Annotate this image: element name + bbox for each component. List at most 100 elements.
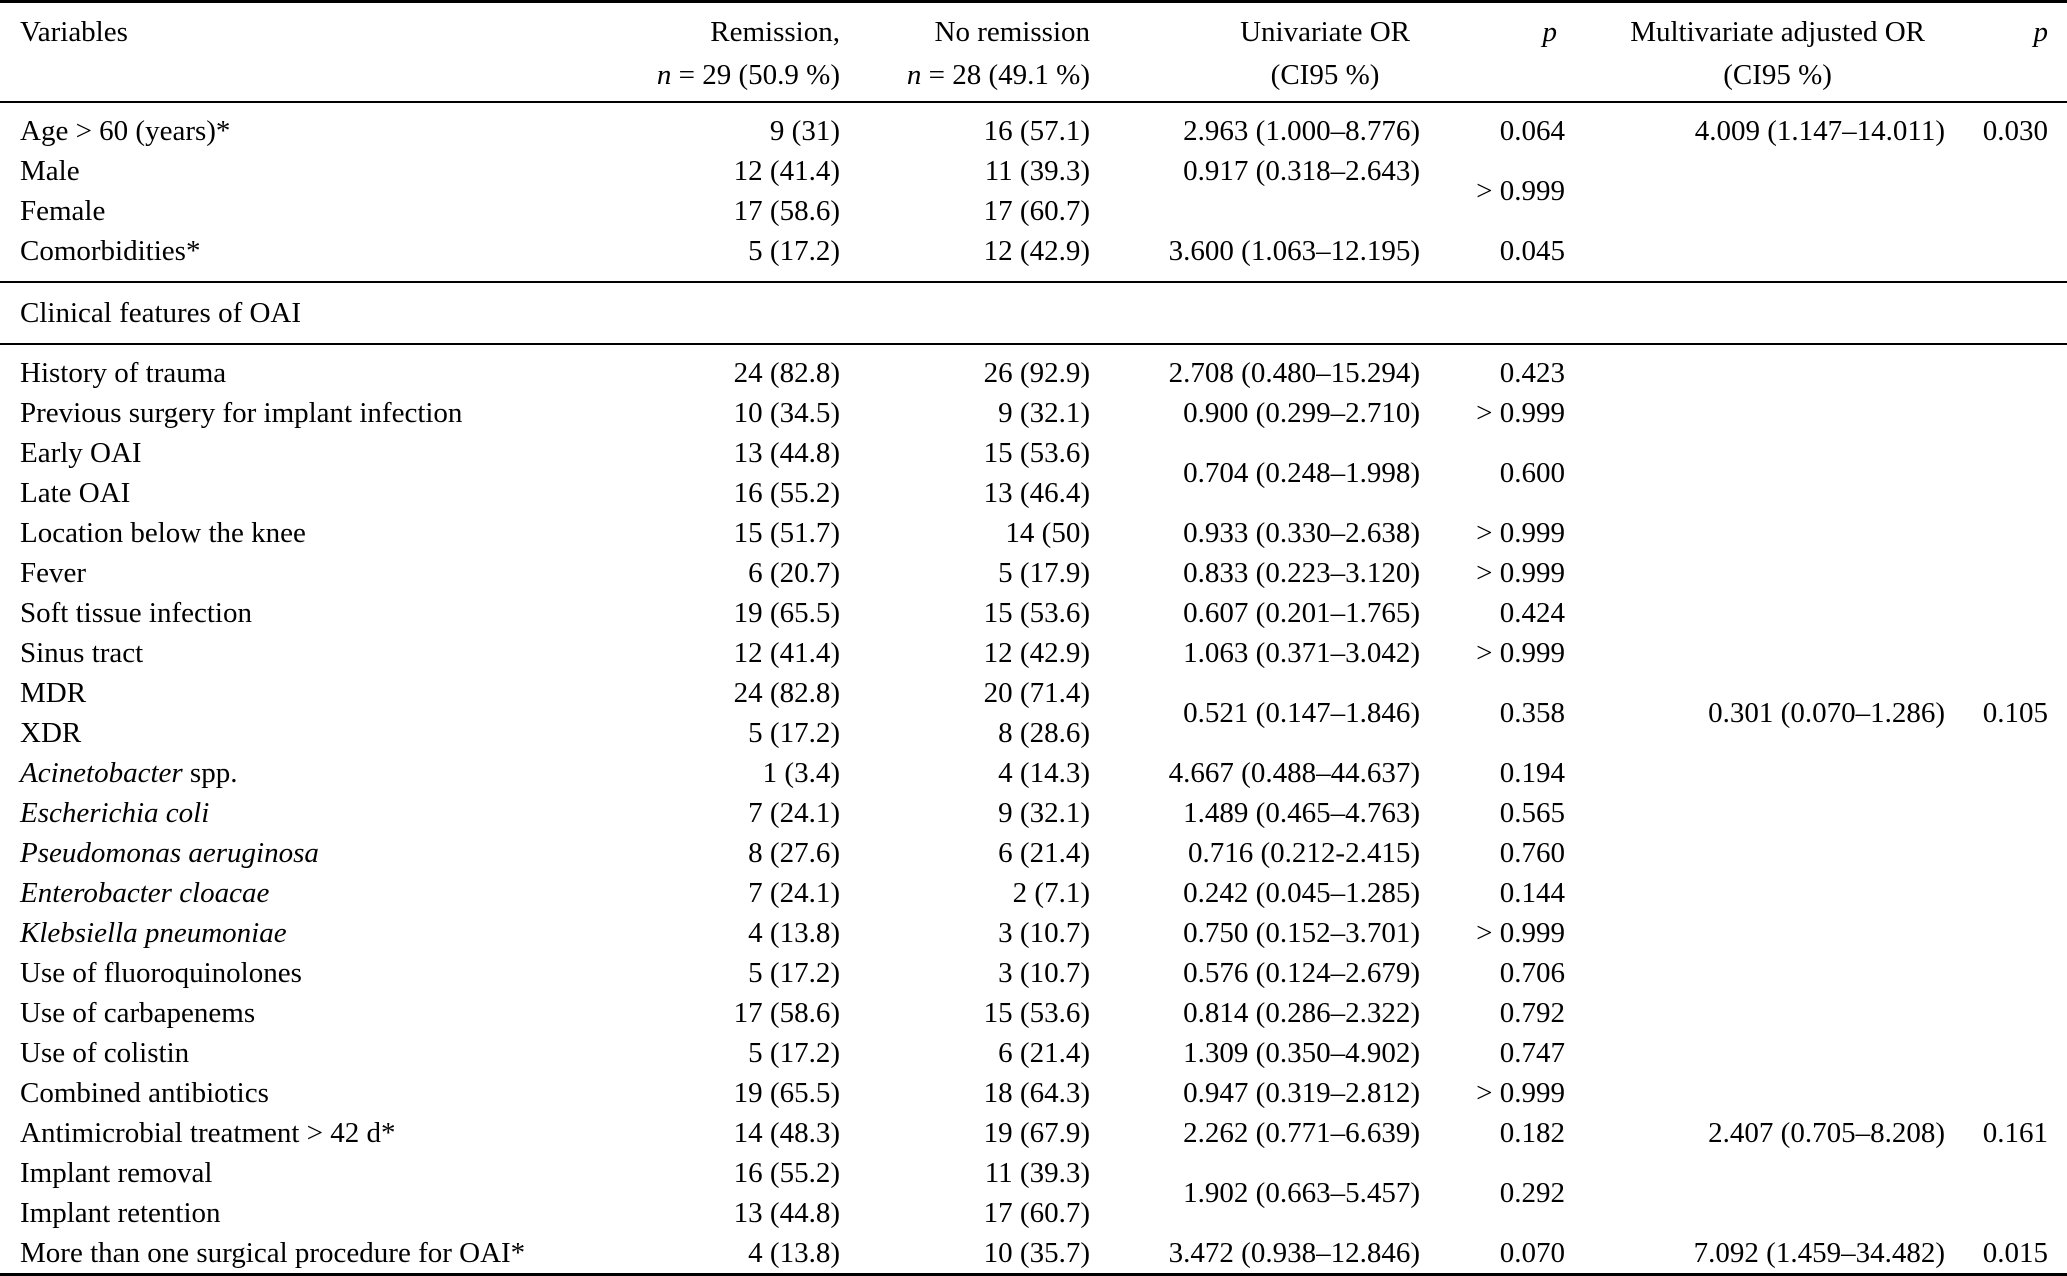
header-univariate-line2: (CI95 %) [1270,59,1380,91]
table-row: Age > 60 (years)* 9 (31) 16 (57.1) 2.963 (1… [0,102,2067,151]
cell-norem: 10 (35.7) [983,1236,1090,1269]
cell-uni: 1.309 (0.350–4.902) [1183,1036,1420,1069]
cell-rem: 15 (51.7) [733,516,840,549]
table-row: Sinus tract 12 (41.4) 12 (42.9) 1.063 (0.37… [0,633,2067,673]
table-row: Comorbidities* 5 (17.2) 12 (42.9) 3.600 (1.… [0,231,2067,282]
cell-uni: 0.704 (0.248–1.998) [1183,456,1420,489]
cell-var: Combined antibiotics [20,1076,269,1109]
table-row: Soft tissue infection 19 (65.5) 15 (53.6) 0… [0,593,2067,633]
cell-norem: 6 (21.4) [998,836,1090,869]
cell-p1: 0.292 [1499,1176,1565,1209]
cell-norem: 9 (32.1) [998,396,1090,429]
cell-p2 [1945,191,2067,231]
cell-rem: 5 (17.2) [748,716,840,749]
header-p-univariate: p [1420,1,1565,103]
cell-norem: 15 (53.6) [983,596,1090,629]
cell-var: Previous surgery for implant infection [20,396,463,429]
cell-multi [1565,1153,1945,1193]
table-row: Location below the knee 15 (51.7) 14 (50) 0… [0,513,2067,553]
cell-p2 [1945,793,2067,833]
cell-rem: 24 (82.8) [733,676,840,709]
header-no-remission: No remission n = 28 (49.1 %) [840,1,1090,103]
section-row: Clinical features of OAI [0,280,2067,345]
cell-norem: 12 (42.9) [983,636,1090,669]
table-row: Implant retention 13 (44.8) 17 (60.7) [0,1193,2067,1233]
table-row: XDR 5 (17.2) 8 (28.6) [0,713,2067,753]
header-no-remission-line1: No remission [934,16,1090,48]
cell-p1: > 0.999 [1476,636,1565,669]
cell-rem: 17 (58.6) [733,996,840,1029]
cell-p2 [1945,433,2067,473]
cell-p1: 0.045 [1499,234,1565,267]
cell-multi [1565,513,1945,553]
cell-norem: 3 (10.7) [998,956,1090,989]
cell-rem: 5 (17.2) [748,234,840,267]
cell-multi [1565,753,1945,793]
cell-p2 [1945,833,2067,873]
header-remission-line1: Remission, [710,16,840,48]
table-row: Klebsiella pneumoniae 4 (13.8) 3 (10.7) 0.7… [0,913,2067,953]
cell-norem: 19 (67.9) [983,1116,1090,1149]
cell-p1: > 0.999 [1476,174,1565,207]
cell-multi [1565,473,1945,513]
cell-uni: 0.576 (0.124–2.679) [1183,956,1420,989]
cell-norem: 17 (60.7) [983,194,1090,227]
cell-multi [1565,833,1945,873]
cell-var: Use of carbapenems [20,996,256,1029]
header-multivariate-line2: (CI95 %) [1723,59,1832,91]
table-row: More than one surgical procedure for OAI… [0,1233,2067,1275]
cell-p1: 0.423 [1499,356,1565,389]
cell-p1: 0.760 [1499,836,1565,869]
cell-norem: 3 (10.7) [998,916,1090,949]
cell-multi [1565,553,1945,593]
cell-rem: 10 (34.5) [733,396,840,429]
cell-uni: 0.947 (0.319–2.812) [1183,1076,1420,1109]
cell-p2: 0.015 [1982,1236,2048,1269]
cell-rem: 8 (27.6) [748,836,840,869]
table-row: Early OAI 13 (44.8) 15 (53.6) 0.704 (0.248–… [0,433,2067,489]
cell-p1: 0.792 [1499,996,1565,1029]
cell-multi [1565,191,1945,231]
cell-p2: 0.105 [1982,696,2048,729]
table-row: Late OAI 16 (55.2) 13 (46.4) [0,473,2067,513]
cell-multi [1565,873,1945,913]
cell-rem: 16 (55.2) [733,1156,840,1189]
cell-uni: 0.242 (0.045–1.285) [1183,876,1420,909]
cell-p1: 0.747 [1499,1036,1565,1069]
cell-var: Escherichia coli [20,796,210,829]
table-row: Pseudomonas aeruginosa 8 (27.6) 6 (21.4) 0.… [0,833,2067,873]
cell-rem: 13 (44.8) [733,1196,840,1229]
header-row: Variables Remission, n = 29 (50.9 %) No … [0,1,2067,103]
cell-var: Enterobacter cloacae [20,876,270,909]
p-symbol: p [2033,16,2049,48]
cell-multi [1565,593,1945,633]
cell-var: Acinetobacter spp. [0,753,600,793]
cell-uni [1090,191,1420,231]
cell-var: Implant retention [20,1196,221,1229]
cell-p2 [1945,553,2067,593]
cell-var: Male [20,154,80,187]
table-row: MDR 24 (82.8) 20 (71.4) 0.521 (0.147–1.846)… [0,673,2067,729]
cell-rem: 6 (20.7) [748,556,840,589]
cell-uni: 0.521 (0.147–1.846) [1183,696,1420,729]
table-row: Use of fluoroquinolones 5 (17.2) 3 (10.7) 0… [0,953,2067,993]
n-symbol: n [656,59,672,91]
cell-p1: 0.194 [1499,756,1565,789]
cell-p2 [1945,473,2067,513]
cell-var: Pseudomonas aeruginosa [20,836,319,869]
cell-p2 [1945,633,2067,673]
cell-p1: 0.064 [1499,114,1565,147]
cell-norem: 26 (92.9) [983,356,1090,389]
cell-p2 [1945,593,2067,633]
cell-uni: 0.750 (0.152–3.701) [1183,916,1420,949]
cell-p1: > 0.999 [1476,1076,1565,1109]
cell-norem: 11 (39.3) [984,154,1090,187]
cell-p1: 0.070 [1499,1236,1565,1269]
table-row: Antimicrobial treatment > 42 d* 14 (48.3)… [0,1113,2067,1153]
cell-norem: 17 (60.7) [983,1196,1090,1229]
cell-multi [1565,151,1945,191]
cell-rem: 4 (13.8) [748,1236,840,1269]
cell-rem: 12 (41.4) [733,154,840,187]
table-row: Use of carbapenems 17 (58.6) 15 (53.6) 0.81… [0,993,2067,1033]
